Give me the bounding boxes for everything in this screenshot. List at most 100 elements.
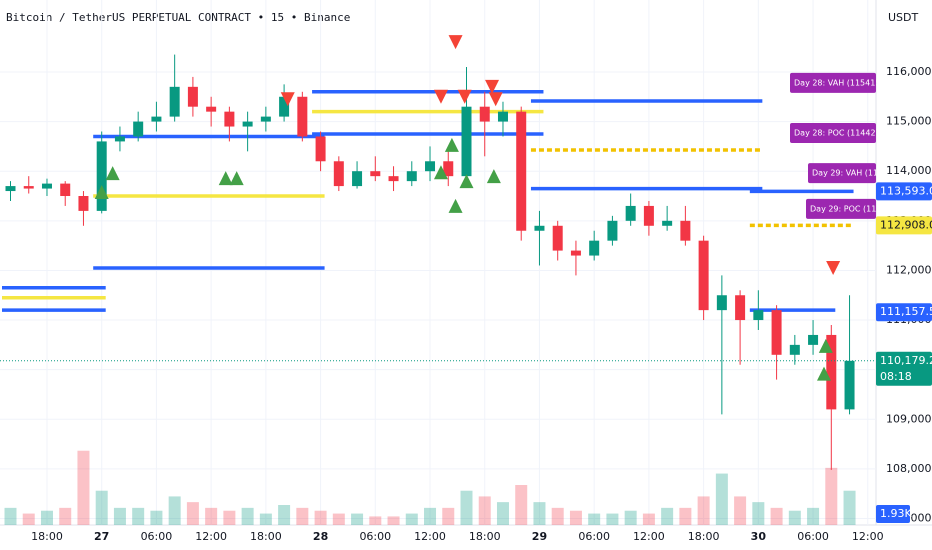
volume-bar (515, 485, 528, 525)
volume-bar (241, 507, 254, 525)
candle-body (279, 96, 290, 117)
volume-bar (460, 490, 473, 525)
x-tick-label: 30 (751, 530, 767, 543)
candle-body (844, 360, 855, 410)
buy-signal (218, 171, 233, 186)
candle-body (151, 116, 162, 122)
volume-bar (807, 507, 820, 525)
candle-body (662, 220, 673, 226)
annotation-text: Day 28: VAH (115415.48 (794, 78, 893, 87)
x-tick-label: 18:00 (31, 530, 63, 543)
candle-body (716, 295, 727, 311)
volume-bar (533, 502, 546, 525)
x-tick-label: 12:00 (633, 530, 665, 543)
volume-bar (405, 513, 418, 525)
volume-bar (369, 516, 382, 525)
annotation-box (806, 198, 876, 219)
annotation-box (790, 122, 876, 143)
volume-bar (387, 516, 400, 525)
volume-bar (424, 507, 437, 525)
candle-body (206, 106, 217, 112)
candle-body (96, 141, 107, 211)
sell-signal (280, 92, 295, 107)
volume-bar (150, 510, 163, 525)
y-tick-label: 112,000.0 (886, 263, 932, 276)
y-tick-label: 108,000.0 (886, 462, 932, 475)
volume-bar (351, 513, 364, 525)
buy-signal (229, 171, 244, 186)
candle-body (78, 196, 89, 211)
buy-signal (818, 338, 833, 353)
volume-bar (752, 502, 765, 525)
price-tag (876, 303, 932, 322)
candle-body (297, 96, 308, 137)
y-tick-label: 115,000.0 (886, 115, 932, 128)
volume-bar (132, 507, 145, 525)
volume-bar (223, 510, 236, 525)
candle-body (589, 240, 600, 256)
currency: USDT (888, 11, 919, 24)
buy-signal (817, 366, 832, 381)
candle-body (114, 136, 125, 142)
x-tick-label: 06:00 (141, 530, 173, 543)
countdown: 08:18 (880, 370, 912, 383)
candle-body (680, 220, 691, 241)
x-tick-label: 12:00 (852, 530, 884, 543)
buy-signal (433, 165, 448, 180)
volume-bar (259, 513, 272, 525)
sell-signal (826, 260, 841, 275)
volume-bar (588, 513, 601, 525)
buy-signal (486, 169, 501, 184)
volume-bar (642, 513, 655, 525)
annotation-box (808, 163, 876, 184)
volume-bar (22, 513, 35, 525)
price-tag (876, 216, 932, 235)
volume-bar (113, 507, 126, 525)
candle-body (698, 240, 709, 311)
candle-body (479, 106, 490, 122)
volume-bar (40, 510, 53, 525)
candle-body (570, 250, 581, 256)
candle-body (224, 111, 235, 127)
x-tick-label: 12:00 (414, 530, 446, 543)
sell-signal (448, 35, 463, 50)
candle-body (771, 310, 782, 355)
volume-bar (296, 507, 309, 525)
candle-body (497, 111, 508, 122)
volume-bar (332, 513, 345, 525)
volume-bar (95, 490, 108, 525)
candle-body (625, 205, 636, 221)
price-tag (876, 351, 932, 386)
volume-bar (734, 496, 747, 525)
candle-body (23, 186, 34, 189)
buy-signal (459, 174, 474, 189)
volume-bar (205, 507, 218, 525)
volume-bar (496, 502, 509, 525)
volume-bar (624, 510, 637, 525)
candle-body (753, 310, 764, 321)
volume-bar (168, 496, 181, 525)
sell-signal (485, 79, 500, 94)
buy-signal (105, 166, 120, 181)
volume-bar (715, 473, 728, 525)
volume-bar (59, 507, 72, 525)
candle-body (552, 225, 563, 251)
candle-body (333, 161, 344, 187)
sell-signal (488, 92, 503, 107)
candle-body (406, 171, 417, 182)
candle-body (315, 136, 326, 162)
x-tick-label: 06:00 (578, 530, 610, 543)
y-tick-label: 114,000.0 (886, 164, 932, 177)
volume-bar (788, 510, 801, 525)
volume-bar (825, 467, 838, 525)
x-tick-label: 29 (532, 530, 547, 543)
volume-bar (314, 510, 327, 525)
price-tag (876, 182, 932, 201)
y-tick-label: 109,000.0 (886, 412, 932, 425)
candle-body (370, 171, 381, 177)
annotation-box (790, 72, 876, 93)
volume-tag (876, 504, 910, 523)
sell-signal (457, 89, 472, 104)
